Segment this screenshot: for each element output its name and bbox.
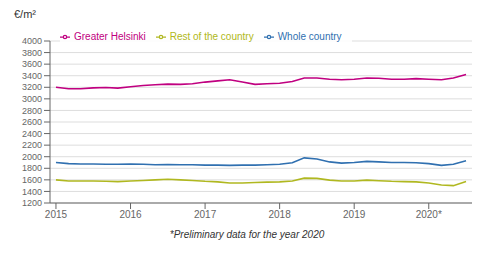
html-text:Whole country: Whole country	[277, 31, 342, 42]
svg-text:2400: 2400	[22, 129, 42, 139]
svg-text:2020*: 2020*	[416, 209, 442, 220]
svg-text:4000: 4000	[22, 36, 42, 46]
svg-text:1800: 1800	[22, 163, 42, 173]
svg-text:2600: 2600	[22, 117, 42, 127]
svg-text:3400: 3400	[22, 71, 42, 81]
html-text:*Preliminary data for the year: *Preliminary data for the year 2020	[169, 229, 325, 240]
svg-text:3000: 3000	[22, 94, 42, 104]
svg-text:3600: 3600	[22, 59, 42, 69]
svg-text:3200: 3200	[22, 82, 42, 92]
svg-text:2200: 2200	[22, 140, 42, 150]
svg-text:2000: 2000	[22, 152, 42, 162]
svg-text:1600: 1600	[22, 175, 42, 185]
svg-text:2015: 2015	[45, 209, 68, 220]
svg-text:1400: 1400	[22, 187, 42, 197]
svg-text:2018: 2018	[269, 209, 292, 220]
svg-text:2019: 2019	[343, 209, 366, 220]
svg-text:1200: 1200	[22, 198, 42, 208]
svg-text:2017: 2017	[194, 209, 217, 220]
svg-text:2800: 2800	[22, 106, 42, 116]
svg-text:3800: 3800	[22, 48, 42, 58]
html-text:Greater Helsinki: Greater Helsinki	[74, 31, 146, 42]
html-text:€/m²: €/m²	[14, 8, 36, 20]
svg-text:2016: 2016	[119, 209, 142, 220]
html-text:Rest of the country: Rest of the country	[169, 31, 254, 42]
